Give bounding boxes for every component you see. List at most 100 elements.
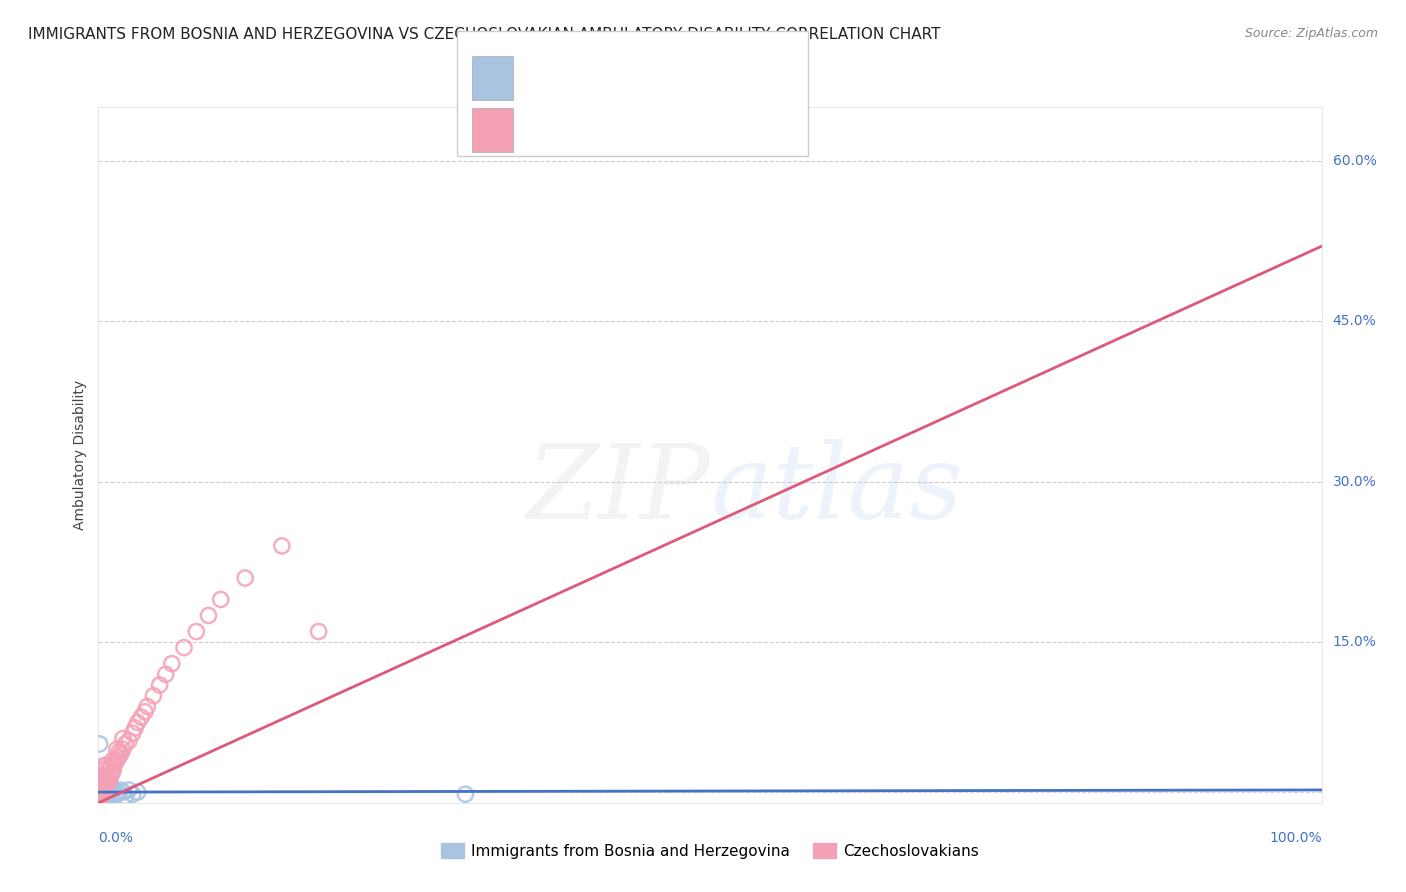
Point bbox=[91, 769, 114, 783]
Legend: Immigrants from Bosnia and Herzegovina, Czechoslovakians: Immigrants from Bosnia and Herzegovina, … bbox=[434, 837, 986, 864]
Point bbox=[121, 787, 143, 801]
Point bbox=[114, 789, 136, 804]
Point bbox=[93, 758, 115, 772]
Point bbox=[96, 758, 118, 772]
Point bbox=[129, 710, 152, 724]
Point bbox=[96, 785, 118, 799]
Point bbox=[103, 758, 125, 772]
Point bbox=[89, 780, 111, 794]
Point bbox=[91, 774, 114, 789]
Point bbox=[127, 785, 149, 799]
Point bbox=[100, 758, 122, 772]
Text: IMMIGRANTS FROM BOSNIA AND HERZEGOVINA VS CZECHOSLOVAKIAN AMBULATORY DISABILITY : IMMIGRANTS FROM BOSNIA AND HERZEGOVINA V… bbox=[28, 27, 941, 42]
Point bbox=[97, 780, 120, 794]
Point bbox=[308, 624, 330, 639]
Point bbox=[89, 787, 111, 801]
Point bbox=[90, 780, 112, 794]
Point bbox=[89, 790, 111, 805]
Point bbox=[93, 776, 115, 790]
Point bbox=[108, 744, 131, 758]
Point bbox=[270, 539, 294, 553]
Point bbox=[91, 783, 114, 797]
Point bbox=[118, 733, 141, 747]
Point bbox=[91, 780, 114, 794]
Point bbox=[100, 789, 122, 804]
Text: R = 0.017   N = 40: R = 0.017 N = 40 bbox=[522, 75, 666, 89]
Point bbox=[101, 764, 124, 778]
Point bbox=[101, 753, 124, 767]
Point bbox=[91, 787, 114, 801]
Point bbox=[90, 776, 112, 790]
Text: 30.0%: 30.0% bbox=[1333, 475, 1376, 489]
Point bbox=[110, 783, 132, 797]
Point bbox=[118, 783, 141, 797]
Point bbox=[91, 780, 114, 794]
Point bbox=[89, 787, 111, 801]
Point bbox=[454, 787, 477, 801]
Point bbox=[101, 765, 124, 780]
Text: Source: ZipAtlas.com: Source: ZipAtlas.com bbox=[1244, 27, 1378, 40]
Point bbox=[91, 764, 114, 778]
Point bbox=[134, 705, 156, 719]
Point bbox=[93, 790, 115, 805]
Text: 100.0%: 100.0% bbox=[1270, 830, 1322, 845]
Point bbox=[209, 592, 232, 607]
Point bbox=[127, 715, 149, 730]
Text: 45.0%: 45.0% bbox=[1333, 314, 1376, 328]
Point bbox=[91, 785, 114, 799]
Point bbox=[155, 667, 177, 681]
Point bbox=[136, 699, 159, 714]
Point bbox=[96, 776, 118, 790]
Point bbox=[91, 789, 114, 804]
Point bbox=[160, 657, 183, 671]
Point bbox=[89, 790, 111, 805]
Point bbox=[111, 785, 134, 799]
Point bbox=[173, 640, 195, 655]
Point bbox=[91, 783, 114, 797]
Text: R = 0.721   N = 62: R = 0.721 N = 62 bbox=[522, 127, 666, 142]
Text: 15.0%: 15.0% bbox=[1333, 635, 1376, 649]
Point bbox=[91, 776, 114, 790]
Point bbox=[90, 787, 112, 801]
Point bbox=[93, 769, 115, 783]
Point bbox=[91, 787, 114, 801]
Point bbox=[98, 772, 121, 787]
Point bbox=[89, 785, 111, 799]
Point bbox=[107, 751, 129, 765]
Point bbox=[111, 731, 134, 746]
Point bbox=[94, 780, 117, 794]
Point bbox=[89, 737, 111, 751]
Point bbox=[94, 787, 117, 801]
Point bbox=[97, 774, 120, 789]
Point bbox=[104, 755, 127, 769]
Point bbox=[91, 785, 114, 799]
Point bbox=[105, 787, 128, 801]
Point bbox=[90, 783, 112, 797]
Point bbox=[101, 785, 124, 799]
Point bbox=[121, 726, 143, 740]
Point bbox=[111, 742, 134, 756]
Point bbox=[98, 762, 121, 776]
Point bbox=[110, 747, 132, 762]
Point bbox=[233, 571, 256, 585]
Point bbox=[96, 789, 118, 804]
Point bbox=[94, 774, 117, 789]
Point bbox=[90, 789, 112, 804]
Point bbox=[114, 737, 136, 751]
Point bbox=[90, 774, 112, 789]
Point bbox=[97, 764, 120, 778]
Point bbox=[93, 785, 115, 799]
Text: 60.0%: 60.0% bbox=[1333, 153, 1376, 168]
Point bbox=[90, 785, 112, 799]
Point bbox=[93, 780, 115, 794]
Text: atlas: atlas bbox=[710, 439, 963, 541]
Point bbox=[197, 608, 219, 623]
Y-axis label: Ambulatory Disability: Ambulatory Disability bbox=[73, 380, 87, 530]
Point bbox=[91, 772, 114, 787]
Point bbox=[89, 780, 111, 794]
Point bbox=[105, 742, 128, 756]
Point bbox=[101, 787, 124, 801]
Text: ZIP: ZIP bbox=[526, 439, 710, 541]
Point bbox=[142, 689, 165, 703]
Point bbox=[100, 783, 122, 797]
